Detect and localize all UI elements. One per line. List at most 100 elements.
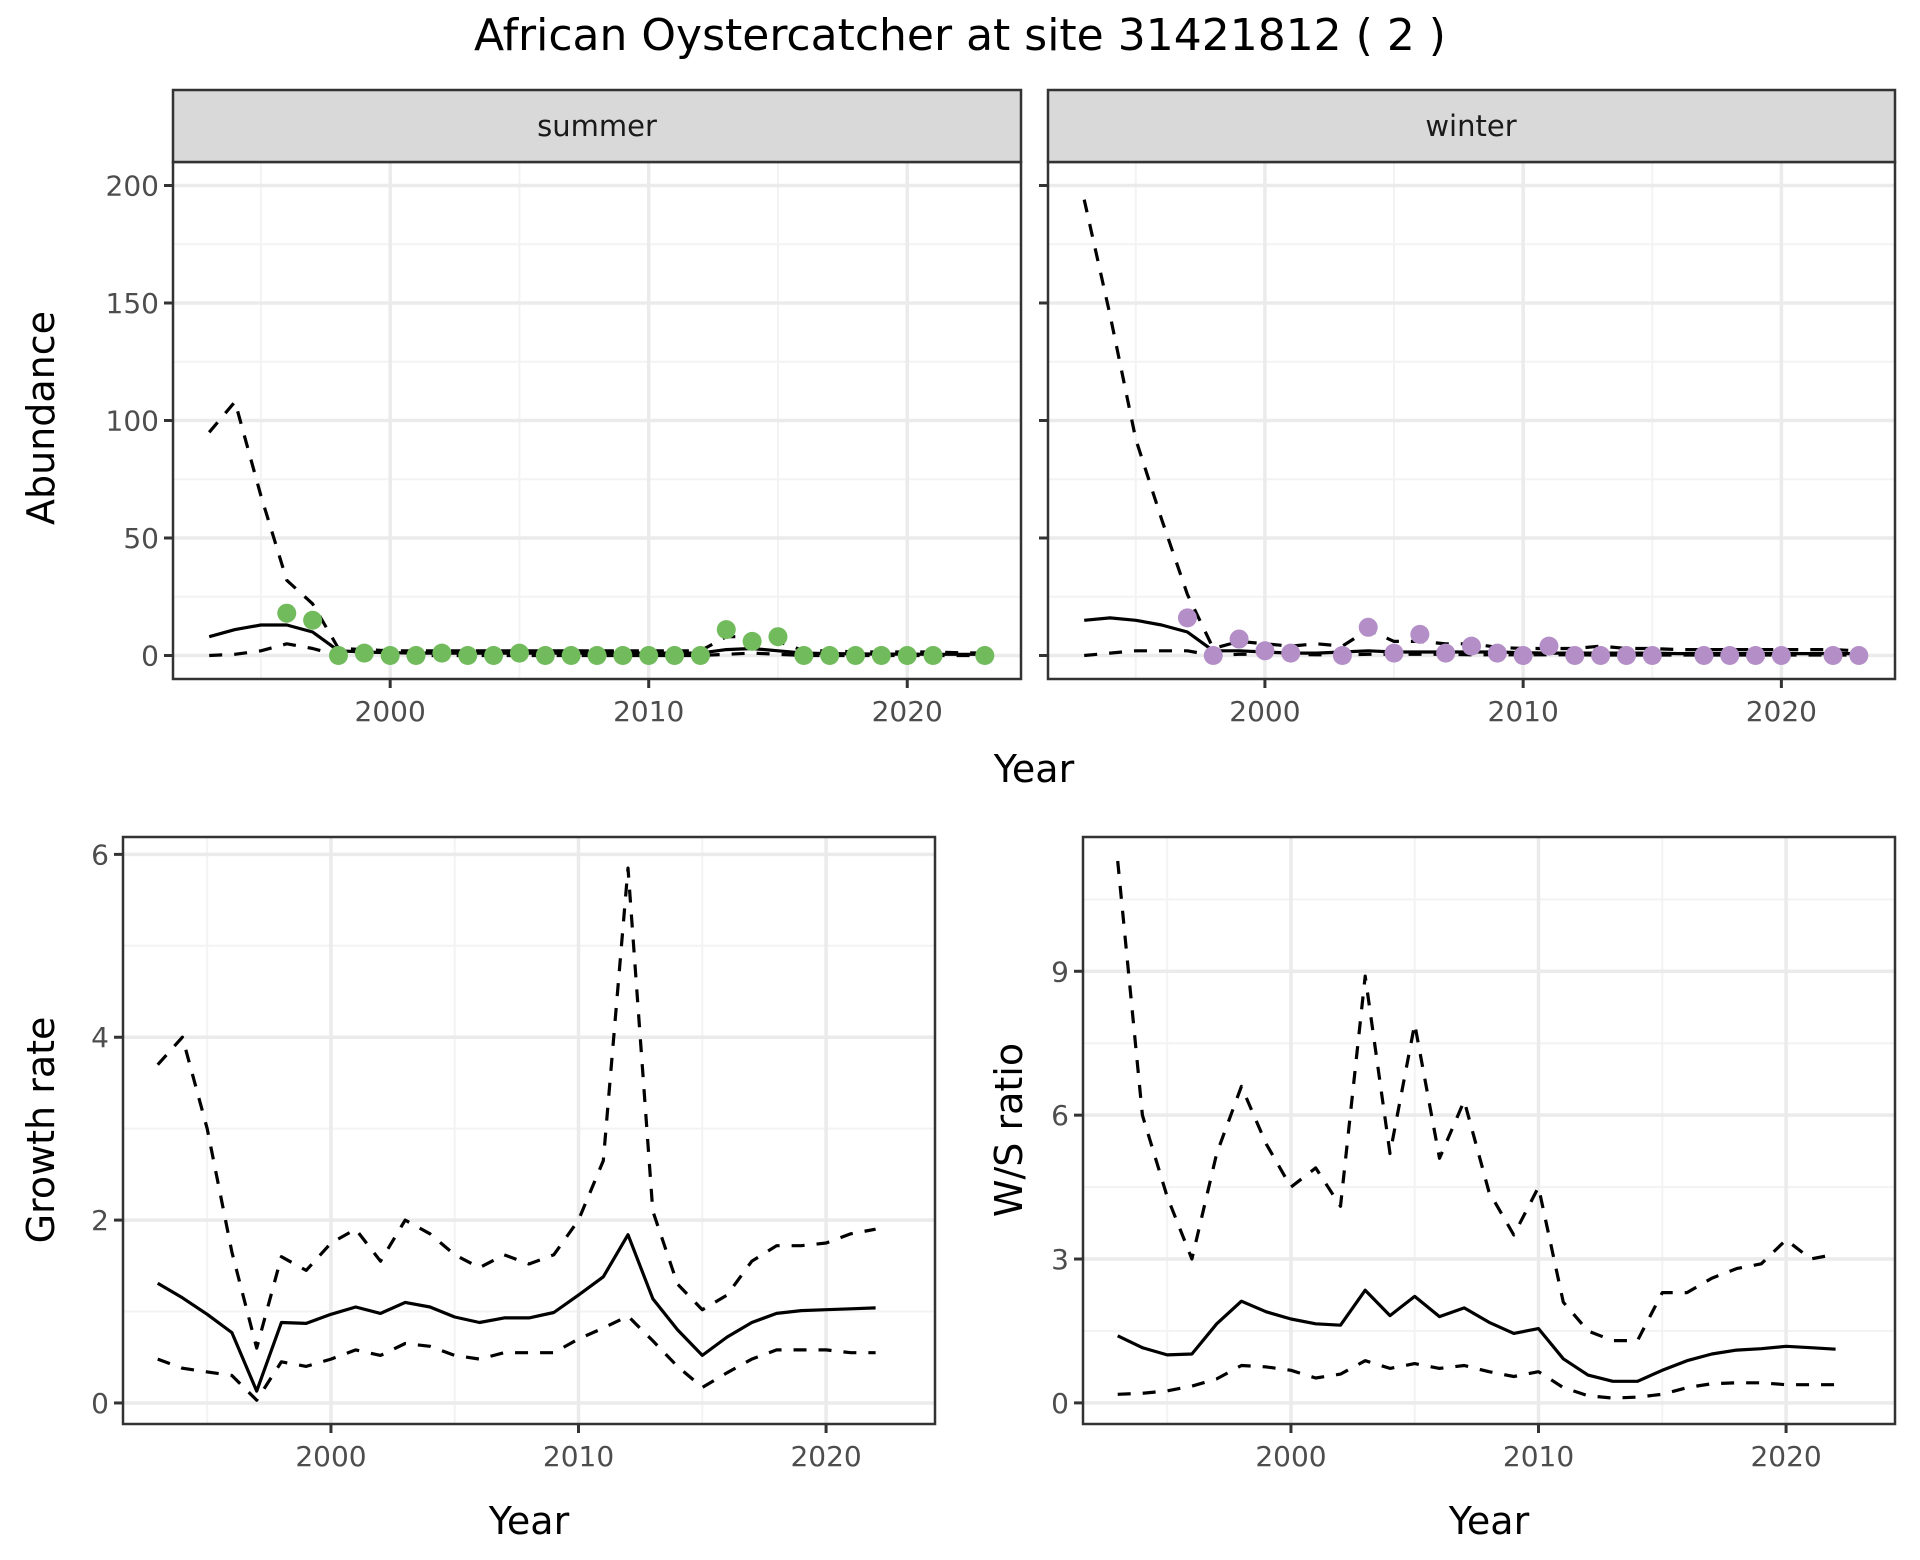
x-axis-title-year-bottom-left: Year (488, 1499, 570, 1543)
observed-point (871, 646, 891, 665)
panel-ws-ratio: 2000 2010 2020 0 3 6 9 (1051, 835, 1897, 1473)
x-tick-label: 2010 (543, 1440, 614, 1473)
y-tick-label: 4 (91, 1021, 109, 1054)
series-line-upper (1116, 860, 1836, 1343)
observed-point (820, 646, 840, 665)
y-tick-label: 0 (141, 640, 159, 673)
observed-point (1229, 629, 1249, 649)
x-tick-label: 2020 (1746, 695, 1817, 728)
y-tick-label: 150 (106, 287, 159, 320)
observed-point (1332, 646, 1352, 665)
observed-point (1591, 646, 1611, 665)
chart-title: African Oystercatcher at site 31421812 (… (474, 10, 1446, 61)
observed-point (846, 646, 866, 665)
panel-winter: 2000 2010 2020 winter (1039, 88, 1897, 728)
x-tick-label: 2000 (1229, 695, 1300, 728)
observed-point (742, 631, 762, 651)
panel-border (121, 835, 937, 1426)
observed-point (277, 603, 297, 623)
observed-point (354, 643, 374, 663)
observed-point (1281, 643, 1301, 663)
y-axis-title-growth-rate: Growth rate (19, 1017, 63, 1244)
observed-point (1358, 617, 1378, 637)
x-tick-label: 2020 (790, 1440, 861, 1473)
observed-point (1410, 624, 1430, 644)
observed-point (1642, 646, 1662, 665)
y-tick-label: 2 (91, 1204, 109, 1237)
observed-point (1203, 646, 1223, 665)
grid (1083, 837, 1895, 1424)
observed-point (1436, 643, 1456, 663)
grid (173, 162, 1021, 679)
x-tick-label: 2010 (613, 695, 684, 728)
x-tick-label: 2010 (1503, 1440, 1574, 1473)
observed-point (923, 646, 943, 665)
x-tick-label: 2000 (295, 1440, 366, 1473)
observed-point (1616, 646, 1636, 665)
series-line-upper (156, 866, 876, 1350)
series-line-mean (156, 1233, 876, 1393)
observed-point (794, 646, 814, 665)
observed-point (1255, 641, 1275, 661)
strip-winter (1046, 88, 1897, 164)
observed-point (613, 646, 633, 665)
plot-background (123, 837, 935, 1424)
observed-point (716, 620, 736, 640)
x-axis-title-year-top: Year (993, 747, 1075, 791)
y-tick-label: 6 (91, 838, 109, 871)
x-tick-label: 2020 (1750, 1440, 1821, 1473)
observed-point (484, 646, 504, 665)
observed-point (1720, 646, 1740, 665)
observed-point (406, 646, 426, 665)
observed-point (690, 646, 710, 665)
x-tick-label: 2020 (872, 695, 943, 728)
strip-label-winter: winter (1425, 109, 1516, 143)
plot-background (1083, 837, 1895, 1424)
y-tick-label: 50 (123, 522, 159, 555)
x-tick-label: 2000 (1255, 1440, 1326, 1473)
y-axis-title-ws-ratio: W/S ratio (987, 1043, 1031, 1217)
observed-point (639, 646, 659, 665)
observed-point (1849, 646, 1869, 665)
observed-point (1746, 646, 1766, 665)
strip-label-summer: summer (537, 109, 657, 143)
grid (1048, 162, 1895, 679)
observed-point (561, 646, 581, 665)
panel-summer: 2000 2010 2020 0 50 100 150 200 summer (106, 88, 1023, 728)
observed-point (1823, 646, 1843, 665)
observed-point (1539, 636, 1559, 656)
observed-point (380, 646, 400, 665)
observed-point (1694, 646, 1714, 665)
y-tick-label: 0 (1051, 1387, 1069, 1420)
panel-growth-rate: 2000 2010 2020 0 2 4 6 (91, 835, 937, 1473)
observed-point (1565, 646, 1585, 665)
observed-point (1462, 636, 1481, 656)
observed-point (1177, 608, 1197, 628)
observed-point (1384, 643, 1404, 663)
x-tick-label: 2000 (355, 695, 426, 728)
y-tick-label: 6 (1051, 1099, 1069, 1132)
observed-point (509, 643, 529, 663)
observed-point (587, 646, 607, 665)
strip-summer (171, 88, 1023, 164)
observed-point (1513, 646, 1533, 665)
panel-border (1081, 835, 1897, 1426)
series-line-mean (1117, 1288, 1836, 1383)
observed-point (1771, 646, 1791, 665)
observed-point (665, 646, 685, 665)
observed-point (768, 627, 788, 647)
observed-point (1487, 643, 1507, 663)
observed-point (975, 646, 995, 665)
observed-point (328, 646, 348, 665)
series-line-lower (157, 1314, 876, 1402)
grid (123, 837, 935, 1424)
observed-point (458, 646, 478, 665)
y-tick-label: 0 (91, 1387, 109, 1420)
y-tick-label: 9 (1051, 955, 1069, 988)
observed-point (432, 643, 452, 663)
y-tick-label: 3 (1051, 1243, 1069, 1276)
y-axis-title-abundance: Abundance (19, 311, 63, 525)
y-tick-label: 100 (106, 405, 159, 438)
observed-point (535, 646, 555, 665)
